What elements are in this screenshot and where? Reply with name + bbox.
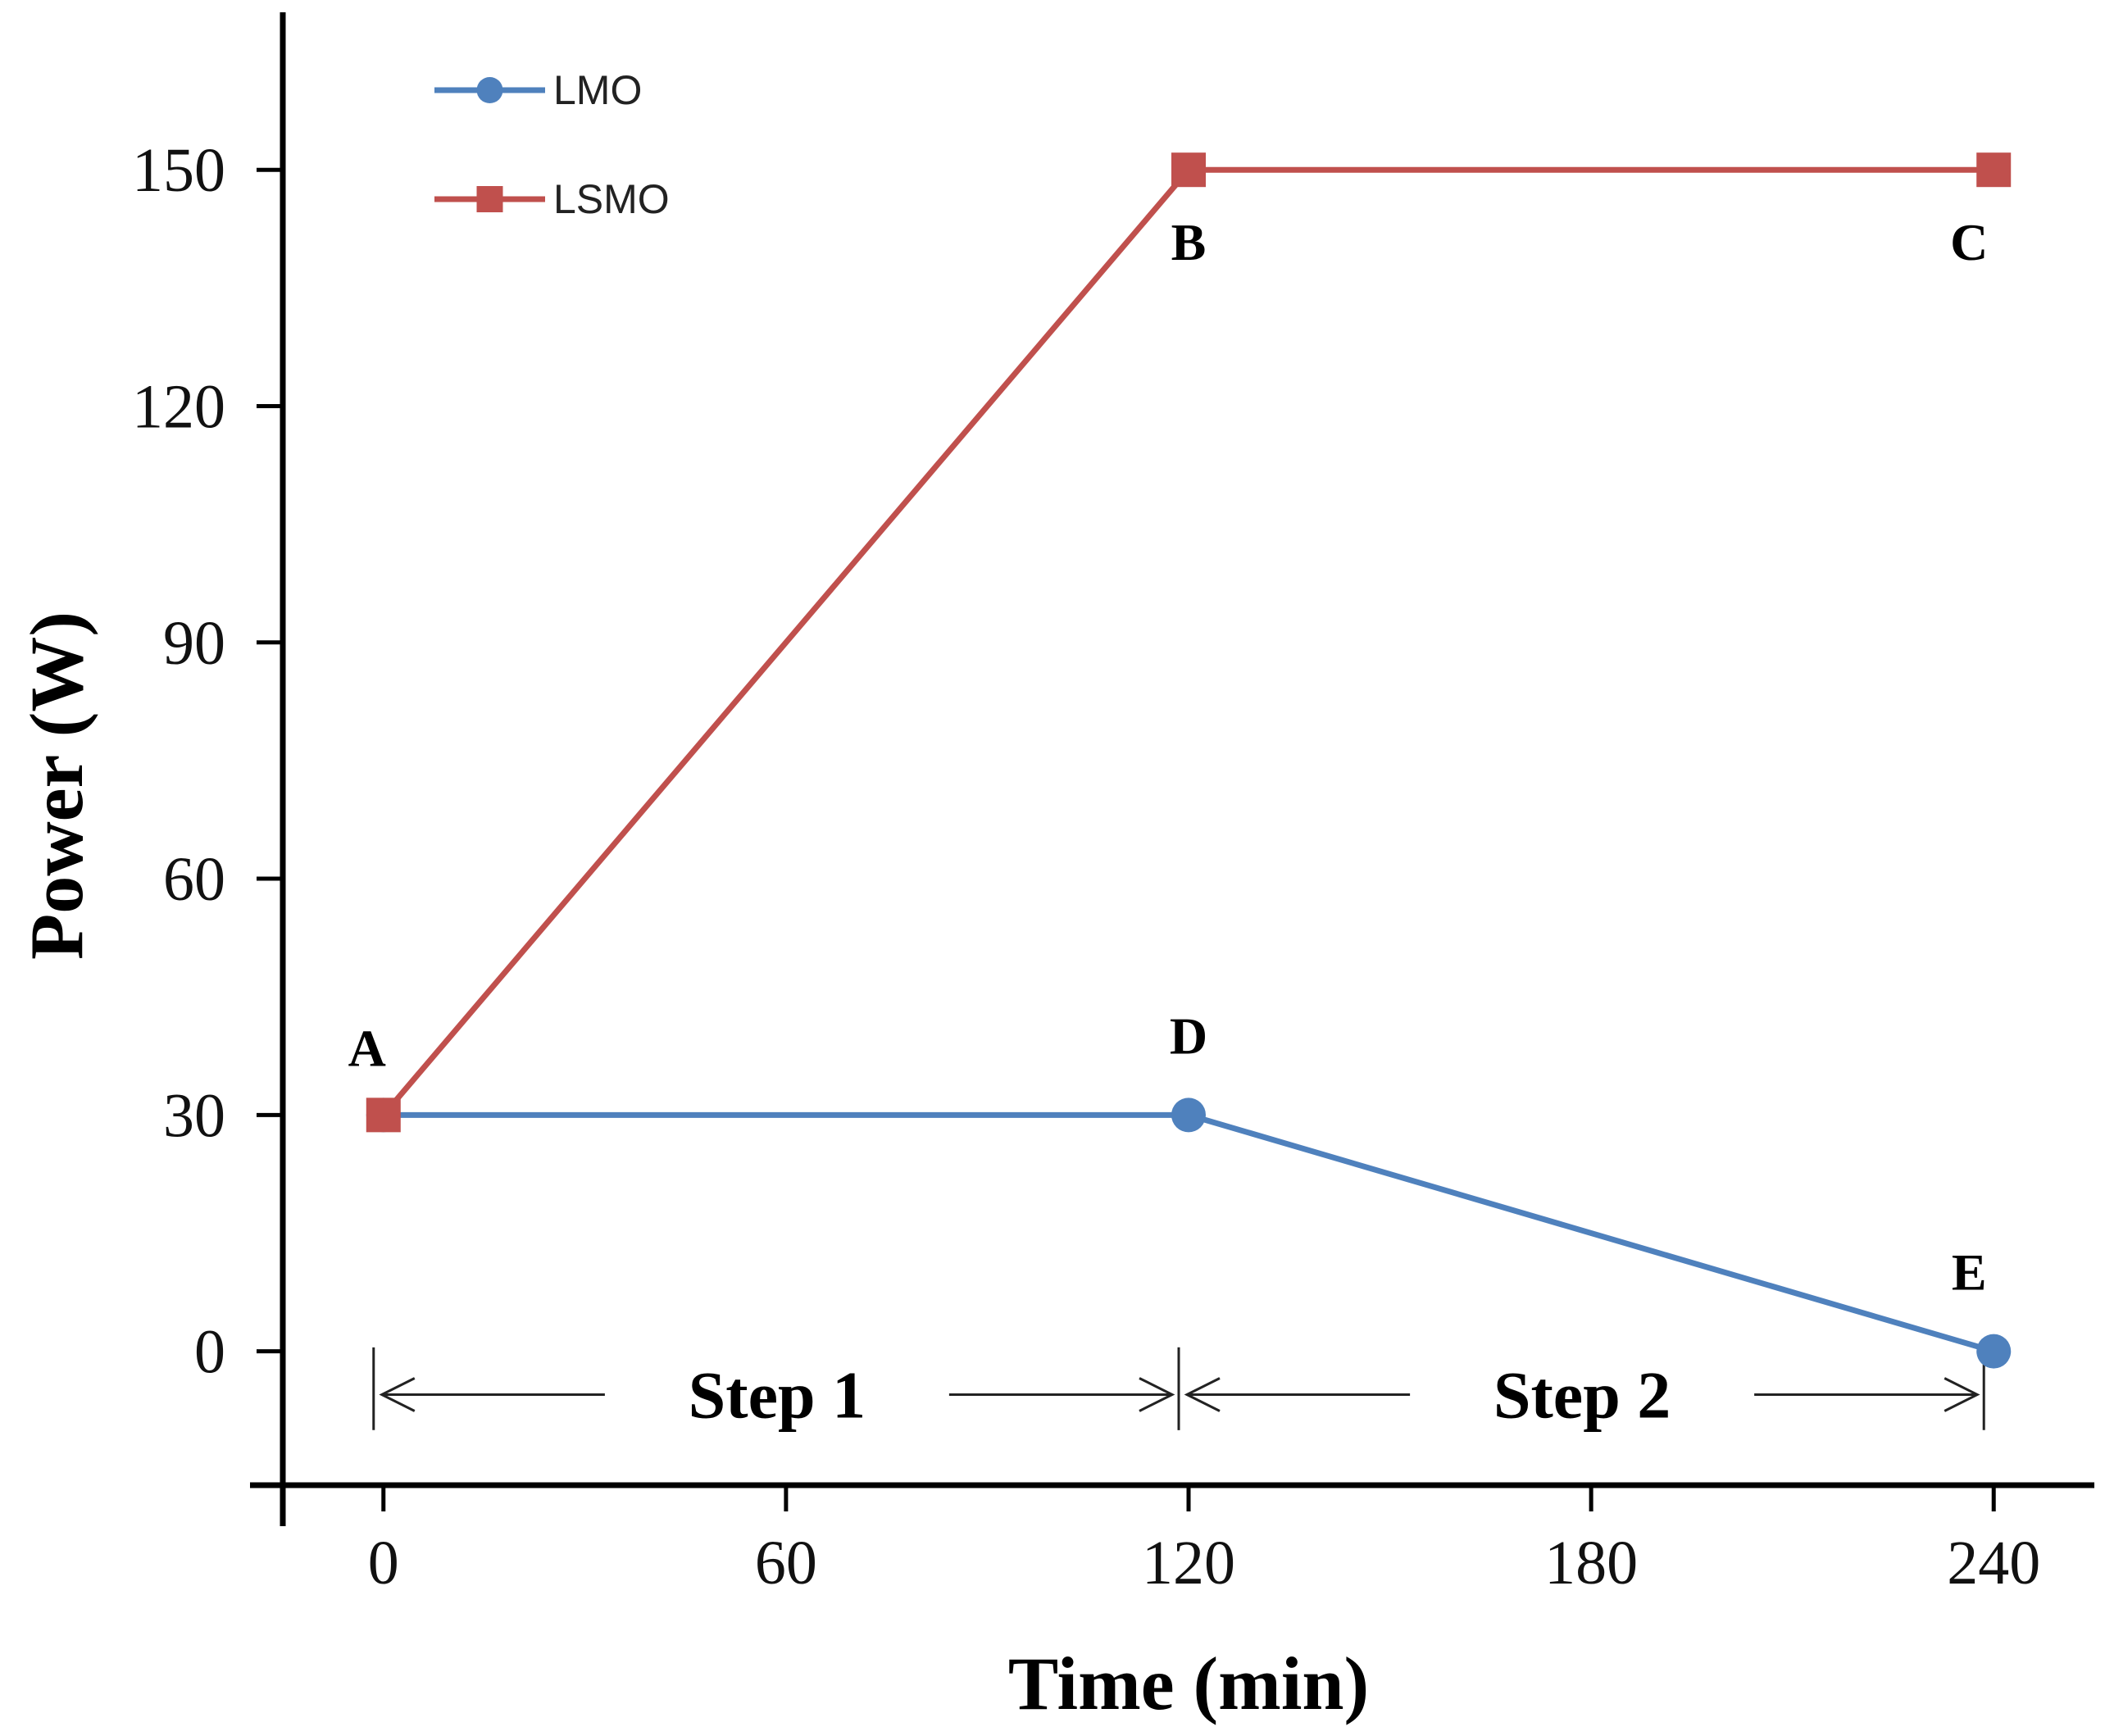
point-label-c: C: [1950, 213, 1988, 271]
step-arrow-right-head: [1944, 1377, 1980, 1412]
y-tick-label: 120: [132, 372, 225, 441]
axes: 0 30 60 90 120 150 0 60 120 180 240: [132, 12, 2094, 1597]
x-axis-title: Time (min): [1008, 1642, 1369, 1725]
y-tick-label: 60: [163, 845, 225, 914]
x-tick-label: 180: [1544, 1529, 1638, 1597]
y-ticks: 0 30 60 90 120 150: [132, 136, 283, 1387]
data-point-lsmo: [366, 1097, 401, 1133]
y-tick-label: 30: [163, 1081, 225, 1150]
legend-label-lsmo: LSMO: [553, 176, 670, 222]
legend: LMO LSMO: [434, 67, 670, 222]
x-tick-label: 120: [1142, 1529, 1235, 1597]
data-point-lsmo: [1171, 152, 1206, 188]
point-label-a: A: [348, 1019, 386, 1077]
y-axis-title: Power (W): [15, 611, 98, 960]
x-tick-label: 240: [1947, 1529, 2040, 1597]
step-arrow-right-head: [1139, 1377, 1175, 1412]
point-label-e: E: [1952, 1243, 1987, 1302]
x-tick-label: 60: [755, 1529, 817, 1597]
point-labels: A B C D E: [348, 213, 1989, 1301]
y-tick-label: 90: [163, 609, 225, 678]
data-point-lmo: [1976, 1334, 2012, 1369]
data-point-lmo: [1171, 1097, 1206, 1133]
step-label: Step 1: [689, 1357, 866, 1432]
legend-marker-lmo: [476, 77, 503, 103]
step-arrow-left-head: [1184, 1377, 1221, 1412]
point-label-d: D: [1170, 1007, 1207, 1065]
series-line-lmo: [383, 1111, 1995, 1354]
series-line-lsmo: [381, 166, 1994, 1117]
y-tick-label: 150: [132, 136, 225, 205]
legend-marker-lsmo: [476, 186, 503, 212]
step-label: Step 2: [1494, 1357, 1671, 1432]
step-annotations: Step 1 Step 2: [372, 1347, 1985, 1432]
point-label-b: B: [1171, 213, 1207, 271]
y-tick-label: 0: [194, 1318, 225, 1387]
legend-label-lmo: LMO: [553, 67, 642, 113]
data-point-lsmo: [1976, 152, 2012, 188]
x-tick-label: 0: [368, 1529, 399, 1597]
x-ticks: 0 60 120 180 240: [368, 1485, 2040, 1597]
step-arrow-left-head: [379, 1377, 416, 1412]
series-group: [366, 152, 2012, 1369]
